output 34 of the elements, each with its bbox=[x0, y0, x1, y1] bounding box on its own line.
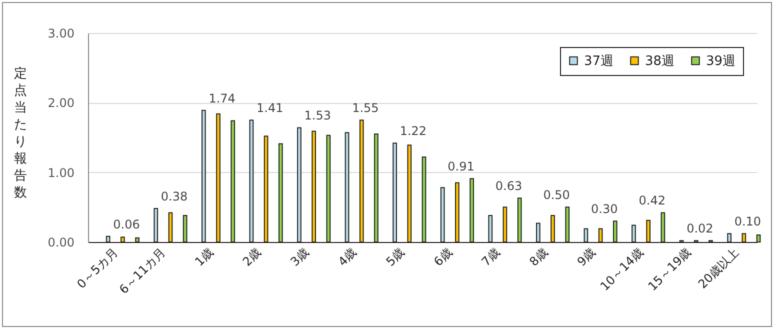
x-tick-label: 6歳 bbox=[431, 245, 455, 269]
data-label: 1.22 bbox=[400, 124, 427, 138]
y-tick-label: 0.00 bbox=[48, 236, 74, 250]
data-label: 0.38 bbox=[160, 190, 188, 204]
data-label: 0.02 bbox=[686, 222, 714, 236]
x-tick-label: 4歳 bbox=[336, 245, 360, 269]
x-tick-label: 5歳 bbox=[383, 245, 408, 269]
x-tick-label: 20歳以上 bbox=[695, 245, 742, 292]
x-tick-label: 2歳 bbox=[240, 245, 264, 269]
legend-label: 39週 bbox=[706, 54, 736, 69]
y-tick-label: 1.00 bbox=[48, 166, 74, 180]
data-label: 0.91 bbox=[448, 160, 474, 174]
data-label: 0.42 bbox=[638, 194, 666, 208]
legend-label: 38週 bbox=[645, 54, 675, 69]
data-label: 0.30 bbox=[590, 202, 618, 216]
data-label: 0.10 bbox=[734, 214, 762, 229]
x-tick-label: 10～14歳 bbox=[598, 245, 646, 294]
data-label: 1.55 bbox=[352, 101, 379, 116]
x-tick-label: 9歳 bbox=[574, 245, 598, 269]
x-tick-label: 1歳 bbox=[192, 245, 216, 269]
data-label: 1.53 bbox=[304, 108, 331, 123]
data-label: 1.74 bbox=[208, 91, 236, 106]
y-axis-title: 定点当たり報告数 bbox=[14, 66, 27, 200]
x-tick-label: 8歳 bbox=[526, 245, 550, 269]
x-tick-label: 3歳 bbox=[288, 245, 312, 269]
y-tick-label: 3.00 bbox=[48, 26, 74, 40]
data-label: 0.50 bbox=[543, 188, 570, 202]
x-tick-label: 15～19歳 bbox=[645, 245, 694, 294]
data-label: 0.63 bbox=[495, 179, 522, 194]
data-label: 0.06 bbox=[113, 217, 140, 232]
y-tick-label: 2.00 bbox=[48, 96, 74, 110]
x-tick-label: 7歳 bbox=[478, 245, 503, 269]
legend-label: 37週 bbox=[584, 54, 614, 69]
data-label: 1.41 bbox=[256, 101, 284, 116]
